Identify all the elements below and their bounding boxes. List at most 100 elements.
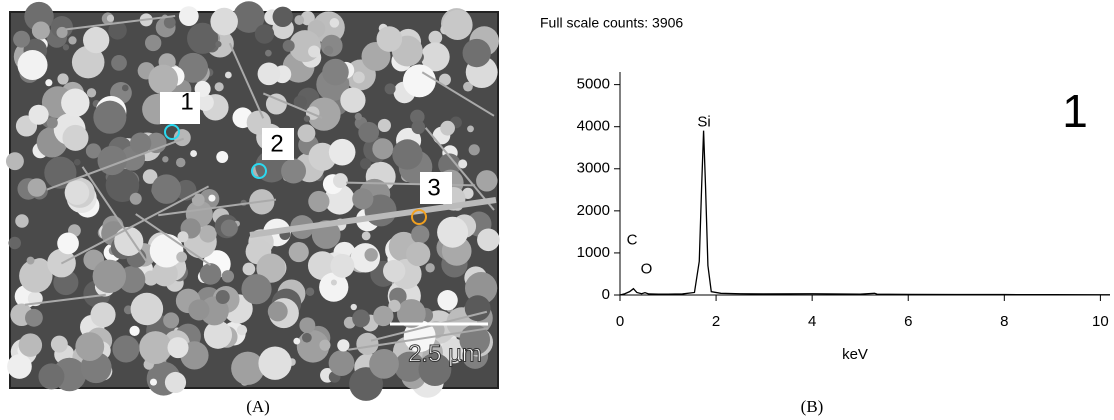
grain: [428, 30, 443, 45]
grain: [13, 30, 31, 48]
grain: [215, 290, 230, 305]
grain: [358, 121, 380, 143]
grain: [73, 158, 81, 166]
grain: [392, 139, 423, 170]
x-tick-label: 2: [712, 313, 720, 330]
grain: [256, 253, 286, 283]
grain: [293, 95, 307, 109]
x-tick-label: 0: [616, 313, 624, 330]
grain: [162, 156, 169, 163]
spectrum-line: [619, 130, 1110, 296]
y-tick-label: 1000: [577, 244, 610, 261]
grain: [254, 24, 275, 44]
grain: [420, 42, 450, 72]
fiber: [65, 15, 176, 31]
grain: [476, 170, 498, 192]
grain: [149, 233, 184, 268]
grain: [406, 241, 431, 267]
x-tick-label: 8: [1000, 313, 1008, 330]
grain: [167, 337, 189, 359]
grain: [352, 71, 365, 84]
grain: [337, 339, 350, 352]
grain: [438, 73, 451, 86]
x-tick-label: 10: [1092, 313, 1109, 330]
grain: [149, 378, 158, 386]
grain: [178, 52, 209, 83]
grain: [242, 262, 256, 276]
grain: [438, 153, 461, 176]
fiber: [249, 197, 497, 238]
grain: [332, 173, 348, 189]
grain: [294, 15, 305, 25]
grain: [215, 41, 222, 48]
y-tick-label: 4000: [577, 118, 610, 135]
grain: [233, 1, 265, 33]
grain: [330, 279, 337, 286]
grain: [330, 253, 355, 278]
grain: [307, 251, 337, 281]
grain: [145, 34, 162, 52]
grain: [199, 263, 222, 285]
grain: [241, 274, 272, 305]
grain: [364, 248, 378, 262]
grain: [25, 308, 43, 327]
grain: [468, 144, 480, 156]
grain: [93, 100, 127, 134]
grain: [288, 242, 309, 263]
grain: [442, 9, 473, 40]
grain: [377, 118, 391, 133]
grain: [7, 354, 32, 379]
fiber: [346, 181, 476, 187]
grain: [383, 259, 406, 283]
grain: [350, 303, 357, 311]
marker-label: 1: [180, 88, 193, 115]
grain: [62, 124, 89, 151]
grain: [27, 178, 47, 197]
grain: [319, 339, 331, 351]
grain: [394, 351, 425, 382]
marker: [164, 124, 180, 140]
grain: [68, 36, 77, 45]
grain: [236, 324, 248, 336]
grain: [46, 117, 58, 129]
grain: [437, 290, 458, 311]
grain: [8, 236, 21, 250]
grain: [308, 45, 321, 58]
grain: [467, 125, 474, 133]
grain: [17, 49, 48, 81]
grain: [151, 174, 182, 204]
grain: [148, 64, 179, 95]
fiber: [424, 127, 495, 211]
grain: [18, 333, 43, 357]
grain: [139, 331, 172, 364]
grain: [463, 81, 473, 92]
fiber: [81, 166, 149, 264]
grain: [352, 309, 370, 328]
grain: [164, 371, 187, 394]
grain: [214, 82, 224, 92]
grain: [112, 335, 140, 363]
grain: [396, 299, 426, 328]
grain: [384, 83, 396, 95]
marker-label: 2: [270, 130, 283, 157]
grain: [411, 120, 426, 135]
marker-label-box: [420, 172, 452, 204]
scale-bar-label: 2.5 µm: [408, 340, 482, 367]
grain: [177, 231, 189, 243]
grain: [210, 7, 238, 36]
fiber: [135, 213, 212, 266]
grain: [297, 124, 316, 143]
grain: [190, 150, 198, 157]
grain: [411, 225, 430, 244]
grain: [322, 58, 349, 86]
grain: [373, 305, 394, 327]
grain: [458, 159, 468, 169]
grain: [329, 18, 340, 28]
grain: [15, 214, 29, 228]
grain: [208, 194, 216, 202]
grain: [354, 112, 362, 121]
x-tick-label: 6: [904, 313, 912, 330]
x-tick-label: 4: [808, 313, 816, 330]
grain: [328, 350, 355, 376]
